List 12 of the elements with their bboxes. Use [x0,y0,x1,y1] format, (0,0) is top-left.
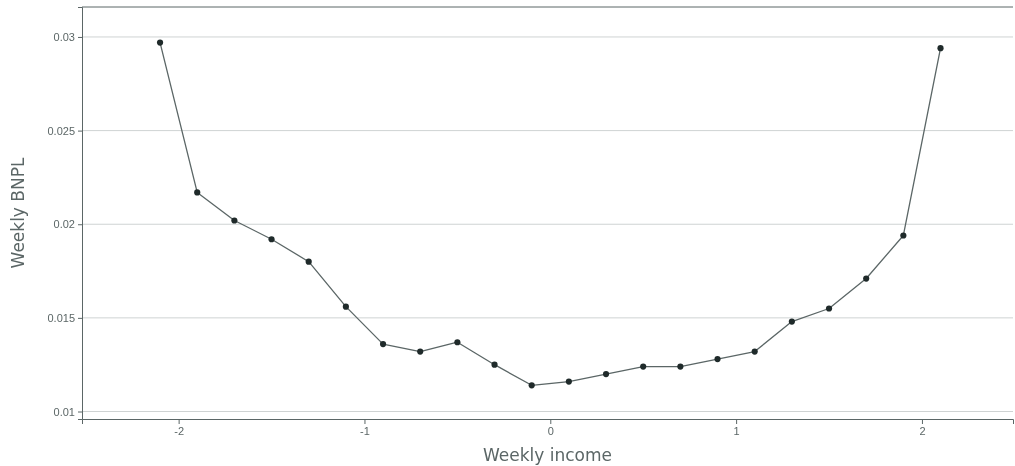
y-tick-label: 0.03 [53,30,75,43]
y-tick-label: 0.015 [47,311,75,324]
y-axis-title: Weekly BNPL [8,157,28,269]
x-tick-label: -2 [174,424,185,437]
x-tick-label: 2 [919,424,926,437]
x-axis-title: Weekly income [482,445,613,465]
y-tick-label: 0.025 [47,124,75,137]
x-tick-label: -1 [360,424,370,437]
x-tick-label: 1 [733,424,740,437]
y-tick-label: 0.02 [53,218,75,231]
x-tick-label: 0 [547,424,554,437]
y-tick-label: 0.01 [53,405,75,418]
